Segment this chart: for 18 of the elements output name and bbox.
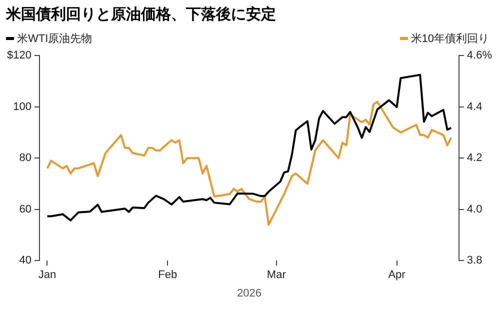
y-tick-label: 60 — [19, 203, 32, 216]
y2-tick-label: 4.2 — [466, 152, 482, 164]
y2-tick-label: 4.4 — [466, 100, 482, 113]
x-tick-label: Feb — [158, 269, 178, 282]
x-tick-label: Apr — [388, 269, 406, 282]
y-tick-label: 100 — [13, 100, 32, 113]
chart-title: 米国債利回りと原油価格、下落後に安定 — [6, 5, 276, 24]
y-tick-label: 40 — [19, 254, 32, 267]
x-tick-label: Jan — [38, 269, 56, 282]
legend-label: 米WTI原油先物 — [17, 32, 92, 46]
legend-label: 米10年債利回り — [410, 32, 489, 46]
y-tick-label: 80 — [19, 152, 32, 164]
y-tick-label: $120 — [6, 50, 32, 62]
x-axis-title: 2026 — [236, 287, 262, 300]
y2-tick-label: 3.8 — [466, 254, 482, 267]
x-tick-label: Mar — [266, 269, 286, 282]
y2-tick-label: 4.6% — [466, 50, 492, 62]
y2-tick-label: 4.0 — [466, 203, 482, 216]
